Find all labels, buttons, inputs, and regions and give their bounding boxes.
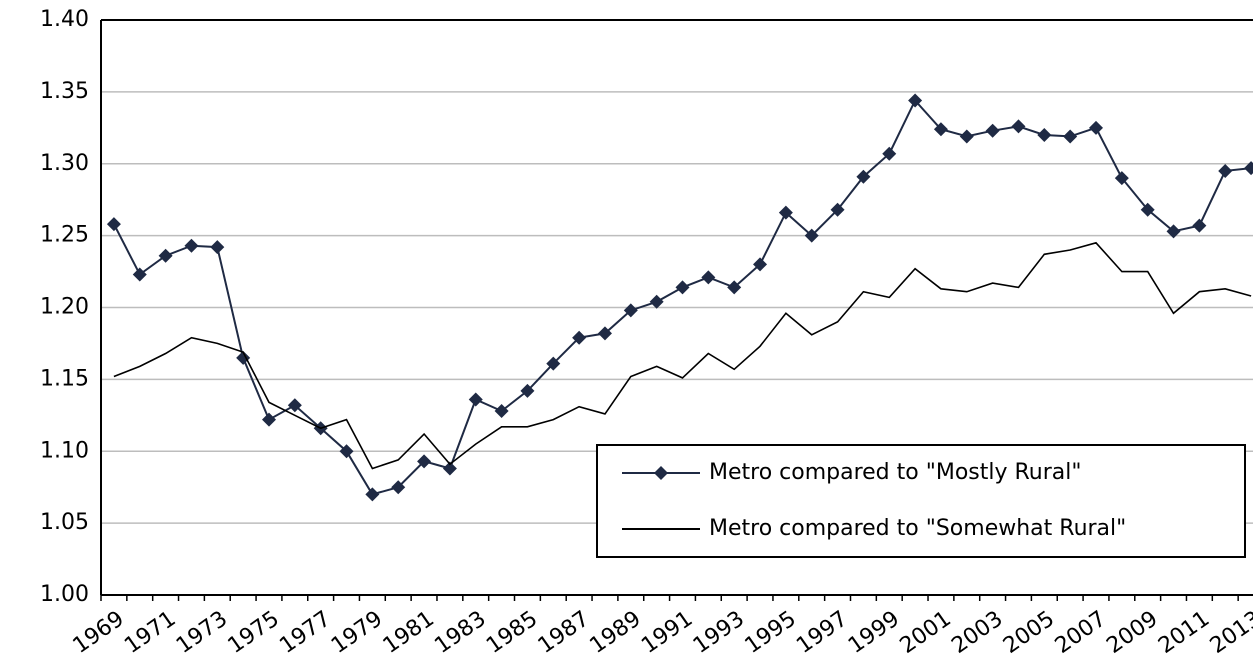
marker <box>882 146 897 161</box>
x-tick-label: 2013 <box>1206 606 1253 659</box>
x-tick-label: 1997 <box>792 606 852 659</box>
legend-label: Metro compared to "Somewhat Rural" <box>709 516 1126 541</box>
legend-box <box>596 444 1246 558</box>
marker <box>959 129 974 144</box>
x-tick-label: 1983 <box>430 606 490 659</box>
x-tick-label: 2011 <box>1154 606 1214 659</box>
marker <box>468 392 483 407</box>
x-tick-label: 2009 <box>1102 606 1162 659</box>
marker <box>856 169 871 184</box>
x-tick-label: 1969 <box>69 606 129 659</box>
marker <box>597 326 612 341</box>
marker <box>1218 163 1233 178</box>
x-tick-label: 1981 <box>379 606 439 659</box>
marker <box>623 303 638 318</box>
marker <box>287 398 302 413</box>
x-tick-label: 1977 <box>275 606 335 659</box>
marker <box>158 248 173 263</box>
x-tick-label: 2007 <box>1051 606 1111 659</box>
y-tick-label: 1.10 <box>40 438 89 463</box>
marker <box>649 294 664 309</box>
x-tick-label: 1993 <box>689 606 749 659</box>
marker <box>442 461 457 476</box>
marker <box>908 93 923 108</box>
legend-label: Metro compared to "Mostly Rural" <box>709 460 1082 485</box>
x-tick-label: 1999 <box>844 606 904 659</box>
x-tick-label: 1987 <box>534 606 594 659</box>
x-tick-label: 1985 <box>482 606 542 659</box>
marker <box>132 267 147 282</box>
x-tick-label: 1975 <box>224 606 284 659</box>
marker <box>804 228 819 243</box>
marker <box>236 350 251 365</box>
y-tick-label: 1.20 <box>40 295 89 320</box>
marker <box>1114 171 1129 186</box>
marker <box>1244 161 1253 176</box>
x-tick-label: 1989 <box>585 606 645 659</box>
marker <box>1166 224 1181 239</box>
marker <box>753 257 768 272</box>
marker <box>1089 120 1104 135</box>
marker <box>1063 129 1078 144</box>
series-line <box>113 98 1252 496</box>
y-tick-label: 1.00 <box>40 582 89 607</box>
marker <box>933 122 948 137</box>
marker <box>830 202 845 217</box>
series-line <box>113 241 1252 470</box>
y-tick-label: 1.30 <box>40 151 89 176</box>
x-tick-label: 1971 <box>120 606 180 659</box>
marker <box>1192 218 1207 233</box>
y-tick-label: 1.25 <box>40 223 89 248</box>
x-tick-label: 2001 <box>896 606 956 659</box>
marker <box>184 238 199 253</box>
marker <box>391 480 406 495</box>
x-tick-label: 1991 <box>637 606 697 659</box>
y-tick-label: 1.35 <box>40 79 89 104</box>
x-tick-label: 1979 <box>327 606 387 659</box>
y-tick-label: 1.05 <box>40 510 89 535</box>
marker <box>520 383 535 398</box>
marker <box>546 356 561 371</box>
marker <box>985 123 1000 138</box>
marker <box>417 454 432 469</box>
legend: Metro compared to "Mostly Rural" Metro co… <box>596 444 1246 558</box>
x-tick-label: 1995 <box>741 606 801 659</box>
marker <box>365 487 380 502</box>
marker <box>261 412 276 427</box>
marker <box>701 270 716 285</box>
marker <box>1140 202 1155 217</box>
marker <box>1037 128 1052 142</box>
marker <box>106 217 121 232</box>
x-tick-label: 2005 <box>999 606 1059 659</box>
marker <box>1011 119 1026 134</box>
marker <box>494 404 509 418</box>
marker <box>727 280 742 295</box>
marker <box>339 444 354 459</box>
marker <box>572 330 587 345</box>
y-tick-label: 1.40 <box>40 7 89 32</box>
marker <box>778 205 793 220</box>
marker <box>675 280 690 295</box>
legend-marker <box>654 466 668 480</box>
x-tick-label: 2003 <box>947 606 1007 659</box>
x-tick-label: 1973 <box>172 606 232 659</box>
marker <box>210 240 225 255</box>
y-tick-label: 1.15 <box>40 366 89 391</box>
